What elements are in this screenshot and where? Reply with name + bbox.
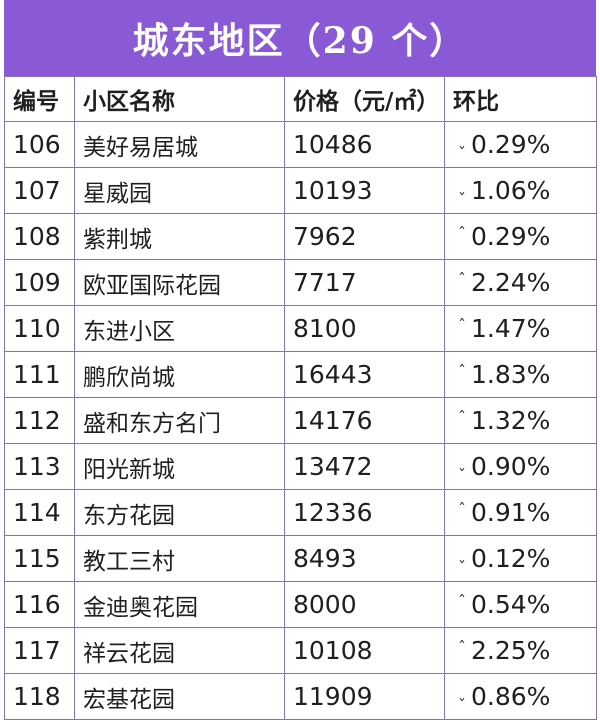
cell-change: ˆ 2.25%	[444, 627, 597, 674]
cell-change: ˆ 1.83%	[444, 351, 597, 398]
change-value: 1.83%	[471, 360, 551, 389]
cell-name: 祥云花园	[74, 627, 285, 674]
table-row: 109 欧亚国际花园 7717 ˆ 2.24%	[4, 259, 597, 306]
arrow-down-icon: ˇ	[458, 466, 466, 485]
cell-change: ˇ 0.12%	[444, 535, 597, 582]
change-value: 0.90%	[471, 452, 551, 481]
arrow-up-icon: ˆ	[458, 638, 466, 657]
cell-price: 10193	[284, 167, 445, 214]
cell-price: 10486	[284, 121, 445, 168]
change-value: 0.12%	[471, 544, 551, 573]
cell-price: 8493	[284, 535, 445, 582]
table-row: 116 金迪奥花园 8000 ˆ 0.54%	[4, 581, 597, 628]
cell-id: 106	[4, 121, 75, 168]
header-id: 编号	[4, 76, 75, 122]
change-value: 1.47%	[471, 314, 551, 343]
cell-id: 108	[4, 213, 75, 260]
cell-name: 星威园	[74, 167, 285, 214]
cell-price: 10108	[284, 627, 445, 674]
table-row: 118 宏基花园 11909 ˇ 0.86%	[4, 673, 597, 720]
header-name: 小区名称	[74, 76, 285, 122]
cell-id: 116	[4, 581, 75, 628]
cell-change: ˆ 0.29%	[444, 213, 597, 260]
cell-name: 美好易居城	[74, 121, 285, 168]
cell-id: 115	[4, 535, 75, 582]
cell-price: 8000	[284, 581, 445, 628]
arrow-up-icon: ˆ	[458, 270, 466, 289]
table-row: 117 祥云花园 10108 ˆ 2.25%	[4, 627, 597, 674]
cell-price: 16443	[284, 351, 445, 398]
arrow-down-icon: ˇ	[458, 558, 466, 577]
change-value: 1.32%	[471, 406, 551, 435]
cell-change: ˆ 1.32%	[444, 397, 597, 444]
page-title: 城东地区（29 个）	[132, 20, 468, 62]
cell-name: 盛和东方名门	[74, 397, 285, 444]
cell-id: 112	[4, 397, 75, 444]
change-value: 2.25%	[471, 636, 551, 665]
header-change: 环比	[444, 76, 597, 122]
arrow-down-icon: ˇ	[458, 696, 466, 715]
arrow-up-icon: ˆ	[458, 500, 466, 519]
arrow-up-icon: ˆ	[458, 316, 466, 335]
cell-change: ˇ 0.29%	[444, 121, 597, 168]
table-row: 107 星威园 10193 ˇ 1.06%	[4, 167, 597, 214]
cell-name: 金迪奥花园	[74, 581, 285, 628]
cell-change: ˆ 0.54%	[444, 581, 597, 628]
cell-name: 阳光新城	[74, 443, 285, 490]
table-row: 108 紫荆城 7962 ˆ 0.29%	[4, 213, 597, 260]
table-row: 115 教工三村 8493 ˇ 0.12%	[4, 535, 597, 582]
cell-price: 7962	[284, 213, 445, 260]
cell-id: 113	[4, 443, 75, 490]
cell-name: 欧亚国际花园	[74, 259, 285, 306]
arrow-up-icon: ˆ	[458, 224, 466, 243]
arrow-up-icon: ˆ	[458, 408, 466, 427]
change-value: 1.06%	[471, 176, 551, 205]
table-row: 114 东方花园 12336 ˆ 0.91%	[4, 489, 597, 536]
cell-price: 12336	[284, 489, 445, 536]
price-table: 编号 小区名称 价格（元/㎡） 环比 106 美好易居城 10486 ˇ 0.29% 10…	[4, 76, 597, 720]
cell-name: 东方花园	[74, 489, 285, 536]
cell-id: 111	[4, 351, 75, 398]
cell-id: 118	[4, 673, 75, 720]
cell-change: ˇ 1.06%	[444, 167, 597, 214]
table-row: 106 美好易居城 10486 ˇ 0.29%	[4, 121, 597, 168]
cell-id: 107	[4, 167, 75, 214]
cell-price: 8100	[284, 305, 445, 352]
cell-change: ˆ 2.24%	[444, 259, 597, 306]
cell-id: 117	[4, 627, 75, 674]
table-row: 112 盛和东方名门 14176 ˆ 1.32%	[4, 397, 597, 444]
table-row: 110 东进小区 8100 ˆ 1.47%	[4, 305, 597, 352]
cell-id: 114	[4, 489, 75, 536]
table-row: 111 鹏欣尚城 16443 ˆ 1.83%	[4, 351, 597, 398]
cell-id: 109	[4, 259, 75, 306]
cell-name: 教工三村	[74, 535, 285, 582]
cell-name: 紫荆城	[74, 213, 285, 260]
cell-price: 14176	[284, 397, 445, 444]
cell-name: 鹏欣尚城	[74, 351, 285, 398]
table-row: 113 阳光新城 13472 ˇ 0.90%	[4, 443, 597, 490]
cell-name: 东进小区	[74, 305, 285, 352]
change-value: 0.29%	[471, 130, 551, 159]
cell-change: ˆ 0.91%	[444, 489, 597, 536]
cell-change: ˇ 0.90%	[444, 443, 597, 490]
arrow-up-icon: ˆ	[458, 592, 466, 611]
cell-change: ˆ 1.47%	[444, 305, 597, 352]
change-value: 0.86%	[471, 682, 551, 711]
arrow-down-icon: ˇ	[458, 190, 466, 209]
cell-price: 7717	[284, 259, 445, 306]
table-header-row: 编号 小区名称 价格（元/㎡） 环比	[4, 76, 597, 122]
arrow-up-icon: ˆ	[458, 362, 466, 381]
cell-name: 宏基花园	[74, 673, 285, 720]
cell-id: 110	[4, 305, 75, 352]
change-value: 0.91%	[471, 498, 551, 527]
header-price: 价格（元/㎡）	[284, 76, 445, 122]
change-value: 0.54%	[471, 590, 551, 619]
title-banner: 城东地区（29 个）	[4, 0, 596, 76]
cell-change: ˇ 0.86%	[444, 673, 597, 720]
change-value: 2.24%	[471, 268, 551, 297]
change-value: 0.29%	[471, 222, 551, 251]
arrow-down-icon: ˇ	[458, 144, 466, 163]
cell-price: 13472	[284, 443, 445, 490]
cell-price: 11909	[284, 673, 445, 720]
